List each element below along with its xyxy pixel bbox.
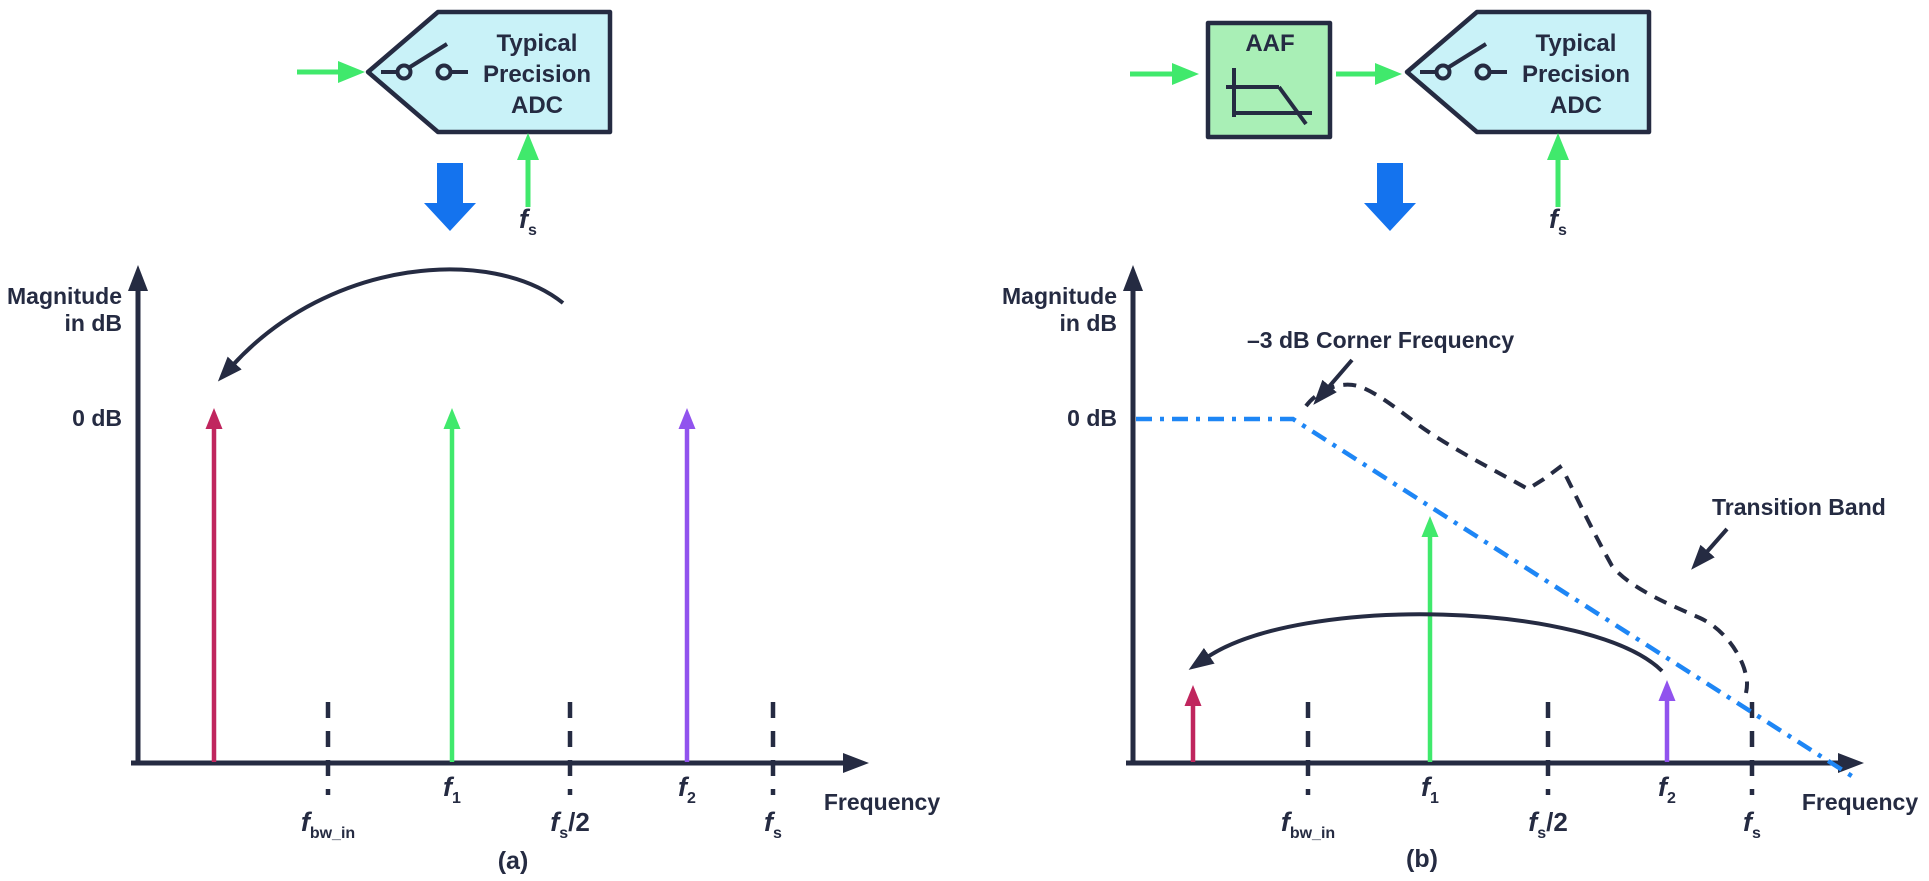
f2-label: f2 (1658, 772, 1676, 807)
corner-annotation-arrow (1313, 358, 1354, 405)
f2-label: f2 (678, 772, 696, 807)
caption-b: (b) (1406, 845, 1438, 873)
corner-frequency-annotation: –3 dB Corner Frequency (1247, 327, 1514, 353)
y-axis-label-line1: Magnitude (1002, 283, 1117, 309)
panel-b-block-diagram: AAF Typical Precision ADC fs (1130, 9, 1652, 239)
f1-label: f1 (1421, 772, 1439, 807)
panel-b: AAF Typical Precision ADC fs (1002, 9, 1919, 873)
transition-annotation-arrow (1691, 527, 1729, 570)
x-axis-label: Frequency (1802, 789, 1919, 815)
fs-clock-label: fs (1549, 204, 1567, 239)
aliasing-fold-arrow (217, 267, 565, 382)
y-axis-label-line2: in dB (65, 310, 123, 336)
fs-label: fs (1743, 807, 1761, 842)
panel-a-block-diagram: Typical Precision ADC fs (297, 9, 613, 239)
adc-transition-band-curve (1304, 382, 1750, 694)
adc-label-line3: ADC (1550, 92, 1602, 119)
fbw-in-label: fbw_in (301, 807, 355, 842)
fbw-in-label: fbw_in (1281, 807, 1335, 842)
aliasing-fold-arrow (1188, 612, 1664, 673)
adc-label-line1: Typical (1536, 30, 1617, 57)
transition-band-annotation: Transition Band (1712, 494, 1886, 520)
flow-down-arrow (1364, 163, 1416, 231)
adc-symbol (1404, 9, 1652, 135)
fs-label: fs (764, 807, 782, 842)
adc-label-line2: Precision (483, 61, 591, 88)
aaf-label: AAF (1245, 30, 1294, 57)
sampling-switch-icon (1420, 42, 1507, 81)
x-axis-label: Frequency (824, 789, 941, 815)
aaf-block (1205, 20, 1333, 140)
adc-label-line3: ADC (511, 92, 563, 119)
adc-symbol (365, 9, 613, 135)
panel-a-spectrum-chart: Magnitude in dB 0 dB Frequency f1 f2 fbw… (7, 265, 941, 875)
zero-db-label: 0 dB (72, 405, 122, 431)
fs-half-label: fs/2 (1528, 807, 1568, 842)
y-axis-label-line1: Magnitude (7, 283, 122, 309)
adc-label-line1: Typical (497, 30, 578, 57)
lowpass-filter-icon (1226, 68, 1312, 126)
panel-a: Typical Precision ADC fs Magnitude in dB… (7, 9, 941, 875)
f1-label: f1 (443, 772, 461, 807)
flow-down-arrow (424, 163, 476, 231)
aaf-response-line (1136, 416, 1860, 782)
panel-b-spectrum-chart: Magnitude in dB 0 dB Frequency –3 dB Cor… (1002, 265, 1919, 873)
y-axis-label-line2: in dB (1060, 310, 1118, 336)
adc-label-line2: Precision (1522, 61, 1630, 88)
caption-a: (a) (498, 847, 529, 875)
fs-half-label: fs/2 (550, 807, 590, 842)
fs-clock-label: fs (519, 204, 537, 239)
sampling-switch-icon (381, 42, 468, 81)
zero-db-label: 0 dB (1067, 405, 1117, 431)
